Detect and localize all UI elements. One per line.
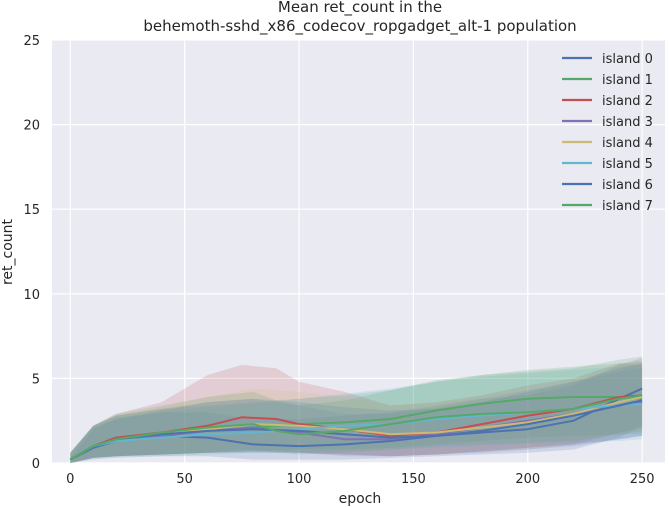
legend-label-island-1: island 1 (602, 73, 653, 88)
series-lines (69, 387, 643, 461)
plot-area (52, 40, 665, 463)
y-tick-labels: 0 5 10 15 20 25 (23, 34, 40, 472)
x-tick-labels: 0 50 100 150 200 250 (66, 472, 654, 487)
series-band-island-0 (70, 358, 643, 463)
chart-title-line-2: behemoth-sshd_x86_codecov_ropgadget_alt-… (143, 17, 576, 36)
legend-label-island-0: island 0 (602, 52, 653, 67)
chart-title-line-1: Mean ret_count in the (278, 0, 442, 17)
y-tick-label: 5 (32, 372, 40, 387)
legend: island 0 island 1 island 2 island 3 island 4… (562, 52, 653, 214)
y-tick-label: 10 (23, 288, 40, 303)
y-tick-label: 20 (23, 119, 40, 134)
grid-lines (52, 39, 665, 464)
x-tick-label: 250 (630, 472, 655, 487)
series-band-island-7 (70, 356, 643, 463)
x-axis-label: epoch (339, 491, 382, 507)
legend-label-island-5: island 5 (602, 157, 653, 172)
legend-label-island-2: island 2 (602, 94, 653, 109)
legend-label-island-4: island 4 (602, 136, 653, 151)
y-tick-label: 25 (23, 34, 40, 49)
x-tick-label: 100 (287, 472, 312, 487)
x-tick-label: 0 (66, 472, 74, 487)
x-tick-label: 200 (515, 472, 540, 487)
y-tick-label: 0 (32, 457, 40, 472)
legend-label-island-3: island 3 (602, 115, 653, 130)
x-tick-label: 50 (176, 472, 193, 487)
legend-label-island-6: island 6 (602, 178, 653, 193)
legend-label-island-7: island 7 (602, 199, 653, 214)
x-tick-label: 150 (401, 472, 426, 487)
series-line-island-7 (69, 394, 643, 461)
y-axis-label: ret_count (0, 218, 16, 285)
y-tick-label: 15 (23, 203, 40, 218)
